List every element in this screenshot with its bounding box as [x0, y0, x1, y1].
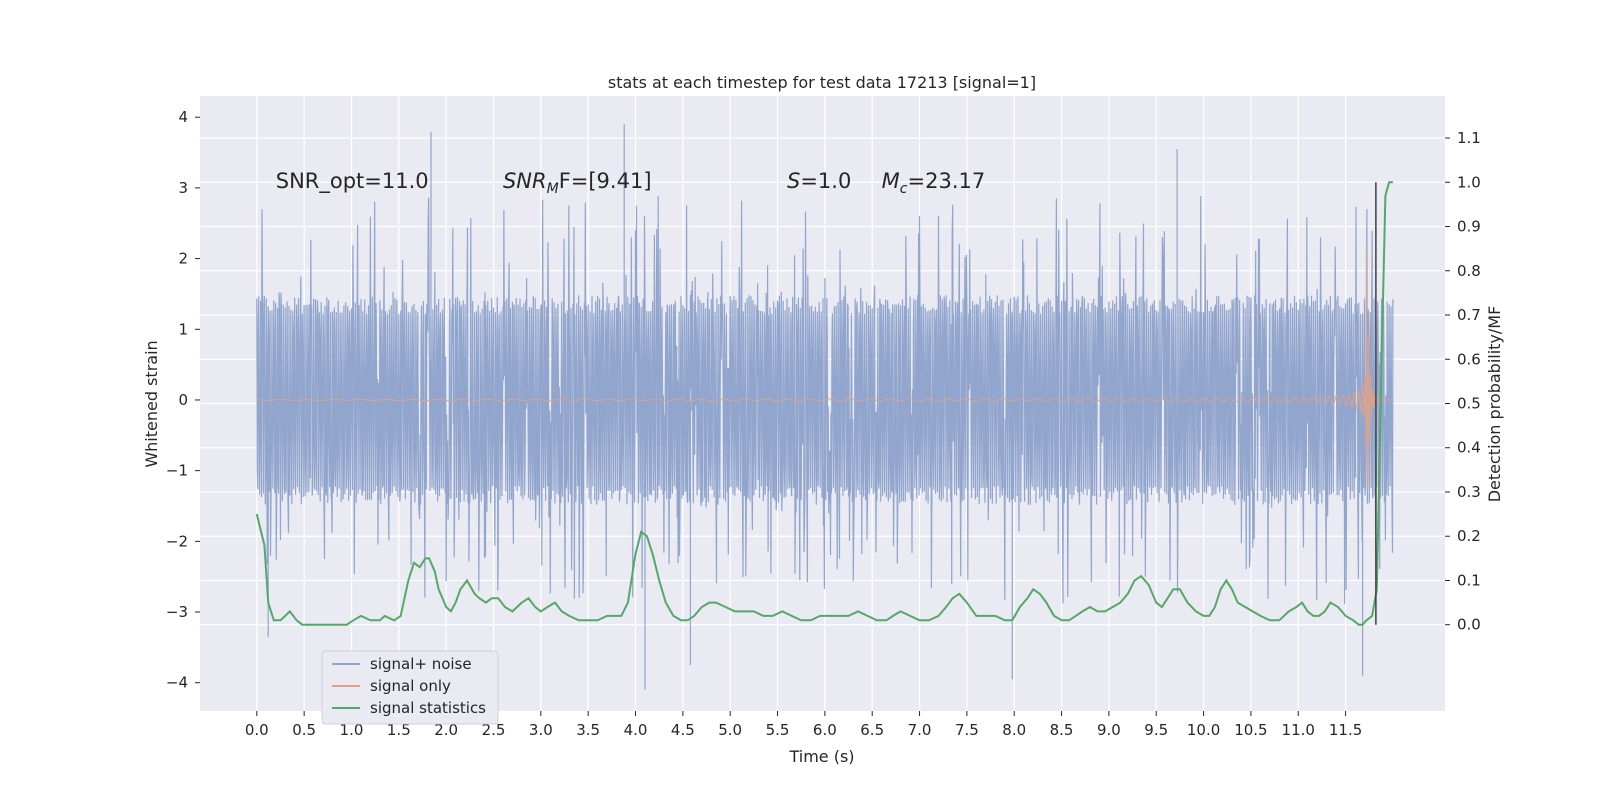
y-right-tick-label: 0.2 — [1457, 527, 1481, 545]
y-right-tick-label: 0.6 — [1457, 350, 1481, 368]
x-tick-label: 5.5 — [766, 721, 790, 739]
series-signal-noise — [256, 124, 1394, 690]
annotation-3: Mc=23.17 — [882, 169, 986, 197]
x-tick-label: 6.0 — [813, 721, 837, 739]
y-axis-left-ticks: −4 −3 −2 −1 0 1 2 3 4 — [166, 108, 200, 692]
signal-statistics-line — [255, 181, 1393, 626]
legend-label-signal-only: signal only — [370, 677, 451, 695]
x-tick-label: 3.0 — [529, 721, 553, 739]
x-tick-label: 0.0 — [245, 721, 269, 739]
y-right-tick-label: 0.4 — [1457, 439, 1481, 457]
y-right-tick-label: 1.1 — [1457, 129, 1481, 147]
series-signal-statistics — [255, 181, 1393, 626]
x-tick-label: 6.5 — [860, 721, 884, 739]
x-tick-label: 9.5 — [1144, 721, 1168, 739]
y-right-tick-label: 1.0 — [1457, 173, 1481, 191]
y-left-tick-label: 0 — [178, 391, 188, 409]
y-left-tick-label: −2 — [166, 532, 188, 550]
x-tick-label: 3.5 — [576, 721, 600, 739]
x-tick-label: 2.0 — [434, 721, 458, 739]
x-axis-ticks: 0.0 0.5 1.0 1.5 2.0 2.5 3.0 3.5 4.0 4.5 5.0 5.5 6.0 6… — [245, 711, 1362, 739]
x-tick-label: 10.0 — [1187, 721, 1220, 739]
x-tick-label: 7.0 — [908, 721, 932, 739]
annotation-0: SNR_opt=11.0 — [276, 169, 429, 194]
annotation-2: S=1.0 — [787, 169, 851, 193]
y-axis-left-label: Whitened strain — [142, 340, 161, 467]
x-tick-label: 5.0 — [718, 721, 742, 739]
y-left-tick-label: 1 — [178, 320, 188, 338]
x-tick-label: 4.5 — [671, 721, 695, 739]
y-right-tick-label: 0.3 — [1457, 483, 1481, 501]
y-right-tick-label: 0.9 — [1457, 218, 1481, 236]
legend: signal+ noise signal only signal statist… — [321, 650, 499, 725]
legend-label-signal-noise: signal+ noise — [370, 655, 472, 673]
y-right-tick-label: 0.5 — [1457, 395, 1481, 413]
y-right-tick-label: 0.8 — [1457, 262, 1481, 280]
x-tick-label: 4.0 — [624, 721, 648, 739]
y-left-tick-label: −1 — [166, 462, 188, 480]
signal-only-line — [256, 244, 1393, 487]
y-axis-right-label: Detection probability/MF — [1485, 306, 1504, 503]
x-tick-label: 2.5 — [482, 721, 506, 739]
legend-box — [321, 650, 499, 725]
x-tick-label: 8.0 — [1002, 721, 1026, 739]
x-tick-label: 1.0 — [340, 721, 364, 739]
annotations: SNR_opt=11.0 SNRMF=[9.41] S=1.0 Mc=23.17 — [276, 169, 985, 197]
y-right-tick-label: 0.1 — [1457, 571, 1481, 589]
chart-title: stats at each timestep for test data 172… — [608, 73, 1036, 92]
x-tick-label: 0.5 — [292, 721, 316, 739]
annotation-1: SNRMF=[9.41] — [503, 169, 652, 197]
x-tick-label: 10.5 — [1234, 721, 1267, 739]
x-tick-label: 11.5 — [1329, 721, 1362, 739]
y-left-tick-label: 2 — [178, 250, 188, 268]
legend-label-signal-statistics: signal statistics — [370, 699, 486, 717]
y-left-tick-label: 4 — [178, 108, 188, 126]
y-left-tick-label: 3 — [178, 179, 188, 197]
x-tick-label: 7.5 — [955, 721, 979, 739]
x-axis-label: Time (s) — [788, 747, 854, 766]
x-tick-label: 8.5 — [1050, 721, 1074, 739]
x-tick-label: 11.0 — [1282, 721, 1315, 739]
x-tick-label: 1.5 — [387, 721, 411, 739]
y-left-tick-label: −4 — [166, 674, 188, 692]
y-right-tick-label: 0.0 — [1457, 616, 1481, 634]
y-axis-right-ticks: 0.0 0.1 0.2 0.3 0.4 0.5 0.6 0.7 0.8 0.9 1.0 1.1 — [1445, 129, 1481, 634]
signal-noise-line — [256, 124, 1394, 690]
series-signal-only — [256, 244, 1393, 487]
y-left-tick-label: −3 — [166, 603, 188, 621]
y-right-tick-label: 0.7 — [1457, 306, 1481, 324]
x-tick-label: 9.0 — [1097, 721, 1121, 739]
